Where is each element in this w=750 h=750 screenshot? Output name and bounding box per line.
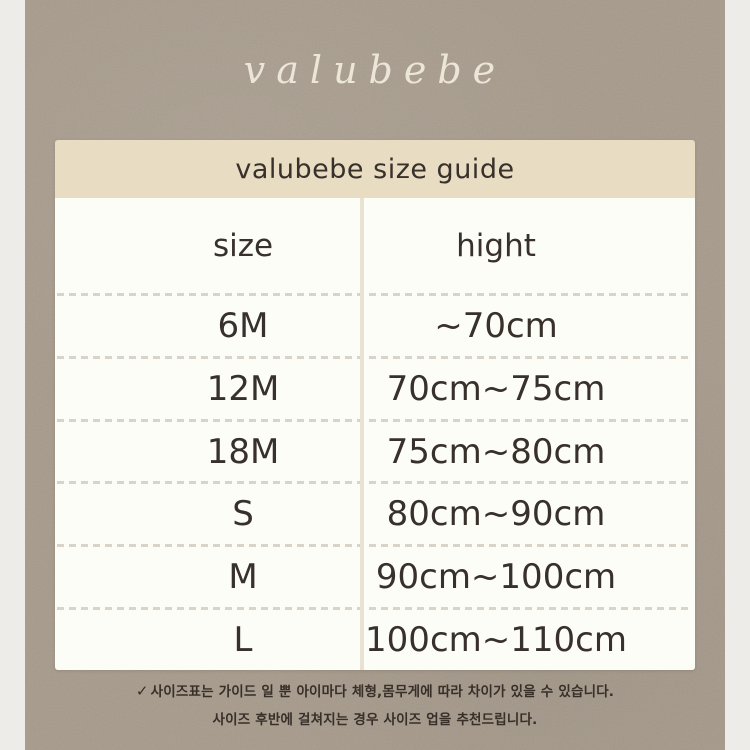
- height-value: 100cm~110cm: [365, 620, 627, 661]
- column-header-height: hight: [456, 227, 536, 264]
- height-value: 70cm~75cm: [386, 368, 606, 409]
- table-row: 18M 75cm~80cm: [55, 422, 695, 482]
- row-separator: [57, 607, 693, 611]
- row-separator: [57, 544, 693, 548]
- brand-logo: valubebe: [243, 48, 507, 92]
- size-guide-title: valubebe size guide: [55, 140, 695, 198]
- size-guide-card: valubebe size guide size hight 6M ~70cm …: [55, 140, 695, 670]
- table-row: S 80cm~90cm: [55, 484, 695, 544]
- row-separator: [57, 355, 693, 359]
- row-separator: [57, 418, 693, 422]
- height-value: ~70cm: [434, 305, 558, 346]
- footer-line1: 사이즈표는 가이드 일 뿐 아이마다 체형,몸무게에 따라 차이가 있을 수 있…: [150, 684, 615, 700]
- size-value: S: [232, 494, 254, 535]
- table-row: L 100cm~110cm: [55, 610, 695, 670]
- column-divider: [360, 198, 364, 670]
- height-value: 75cm~80cm: [386, 431, 606, 472]
- check-icon: ✓: [135, 682, 149, 700]
- size-table: size hight 6M ~70cm 12M 70cm~75cm 18M 75…: [55, 198, 695, 670]
- size-value: 18M: [206, 431, 280, 472]
- height-value: 80cm~90cm: [386, 494, 606, 535]
- size-value: M: [228, 557, 258, 598]
- table-row: 12M 70cm~75cm: [55, 359, 695, 419]
- size-value: 12M: [206, 368, 280, 409]
- size-value: 6M: [217, 305, 269, 346]
- footer-line2: 사이즈 후반에 걸쳐지는 경우 사이즈 업을 추천드립니다.: [212, 712, 538, 728]
- column-header-size: size: [212, 227, 274, 264]
- footer-note: ✓ 사이즈표는 가이드 일 뿐 아이마다 체형,몸무게에 따라 차이가 있을 수 …: [0, 677, 750, 734]
- table-header-row: size hight: [55, 198, 695, 293]
- row-separator: [57, 293, 693, 296]
- footer-line1-wrap: ✓ 사이즈표는 가이드 일 뿐 아이마다 체형,몸무게에 따라 차이가 있을 수 …: [0, 677, 750, 706]
- size-value: L: [233, 620, 253, 661]
- row-separator: [57, 481, 693, 485]
- table-row: 6M ~70cm: [55, 296, 695, 356]
- height-value: 90cm~100cm: [375, 557, 617, 598]
- table-row: M 90cm~100cm: [55, 547, 695, 607]
